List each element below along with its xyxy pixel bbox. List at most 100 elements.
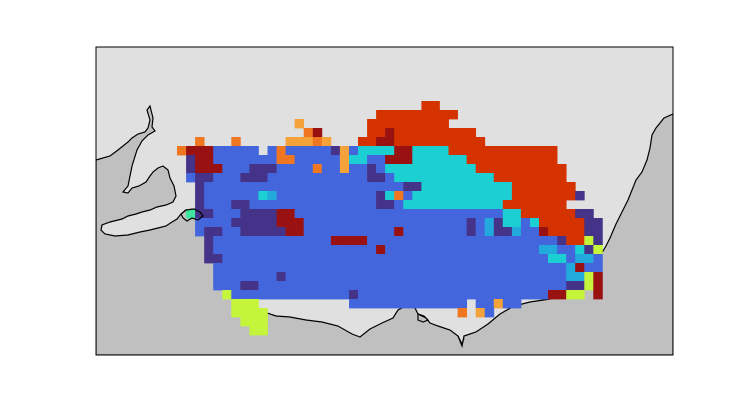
grid-cell: [376, 137, 386, 147]
coastline-detail: [180, 208, 465, 346]
grid-cell: [511, 191, 522, 201]
grid-cell: [204, 209, 214, 219]
grid-cell: [448, 218, 458, 228]
grid-cell: [249, 254, 259, 264]
grid-cell: [593, 272, 603, 282]
grid-cell: [367, 155, 377, 165]
grid-cell: [376, 119, 386, 129]
grid-cell: [385, 236, 395, 246]
grid-cell: [249, 326, 259, 336]
grid-cell: [376, 155, 386, 165]
grid-cell: [493, 164, 504, 174]
grid-cell: [294, 164, 305, 174]
grid-cell: [484, 299, 495, 309]
grid-cell: [367, 299, 377, 309]
grid-cell: [475, 182, 486, 192]
grid-cell: [276, 191, 287, 201]
grid-cell: [358, 236, 368, 246]
grid-cell: [321, 155, 332, 165]
grid-cell: [349, 191, 359, 201]
grid-cell: [575, 245, 585, 255]
grid-cell: [303, 146, 314, 156]
grid-cell: [466, 245, 477, 255]
grid-cell: [312, 173, 323, 183]
grid-cell: [548, 209, 558, 219]
grid-cell: [412, 290, 422, 300]
grid-cell: [339, 227, 350, 237]
grid-cell: [502, 245, 513, 255]
grid-cell: [502, 236, 513, 246]
grid-cell: [403, 290, 413, 300]
grid-cell: [511, 164, 522, 174]
grid-cell: [339, 281, 350, 291]
grid-cell: [349, 290, 359, 300]
grid-cell: [457, 299, 468, 309]
grid-cell: [548, 263, 558, 273]
grid-cell: [312, 200, 323, 210]
grid-cell: [213, 218, 223, 228]
grid-cell: [330, 155, 341, 165]
grid-cell: [349, 272, 359, 282]
grid-cell: [394, 182, 404, 192]
grid-cell: [276, 146, 287, 156]
grid-cell: [439, 146, 449, 156]
grid-cell: [394, 218, 404, 228]
grid-cell: [584, 263, 594, 273]
grid-cell: [358, 281, 368, 291]
grid-cell: [421, 272, 431, 282]
grid-cell: [593, 254, 603, 264]
grid-cell: [457, 200, 468, 210]
grid-cell: [511, 263, 522, 273]
grid-cell: [258, 263, 268, 273]
grid-cell: [575, 209, 585, 219]
grid-cell: [213, 227, 223, 237]
grid-cell: [222, 227, 232, 237]
grid-cell: [294, 173, 305, 183]
grid-cell: [349, 173, 359, 183]
grid-cell: [430, 101, 440, 111]
grid-cell: [267, 218, 277, 228]
grid-cell: [213, 263, 223, 273]
grid-cell: [557, 218, 567, 228]
grid-cell: [475, 254, 486, 264]
grid-cell: [312, 263, 323, 273]
grid-cell: [385, 191, 395, 201]
grid-cell: [177, 146, 187, 156]
grid-cell: [339, 254, 350, 264]
grid-cell: [530, 164, 540, 174]
grid-cell: [349, 254, 359, 264]
grid-cell: [520, 200, 531, 210]
grid-cell: [466, 263, 477, 273]
grid-cell: [349, 209, 359, 219]
grid-cell: [421, 227, 431, 237]
grid-cell: [312, 128, 323, 138]
grid-cell: [557, 173, 567, 183]
grid-cell: [267, 209, 277, 219]
grid-cell: [520, 209, 531, 219]
grid-cell: [312, 209, 323, 219]
grid-cell: [276, 245, 287, 255]
grid-cell: [376, 245, 386, 255]
grid-cell: [466, 137, 477, 147]
grid-cell: [412, 218, 422, 228]
grid-cell: [403, 128, 413, 138]
grid-cell: [258, 191, 268, 201]
grid-cell: [421, 209, 431, 219]
grid-cell: [222, 146, 232, 156]
grid-cell: [195, 182, 205, 192]
grid-cell: [376, 227, 386, 237]
grid-cell: [539, 155, 549, 165]
grid-cell: [557, 290, 567, 300]
grid-cell: [321, 146, 332, 156]
grid-cell: [584, 254, 594, 264]
grid-cell: [276, 227, 287, 237]
grid-cell: [231, 227, 241, 237]
grid-cell: [448, 272, 458, 282]
grid-cell: [403, 299, 413, 309]
grid-cell: [475, 137, 486, 147]
grid-cell: [548, 245, 558, 255]
grid-cell: [484, 209, 495, 219]
grid-cell: [466, 209, 477, 219]
grid-cell: [294, 146, 305, 156]
grid-cell: [358, 272, 368, 282]
